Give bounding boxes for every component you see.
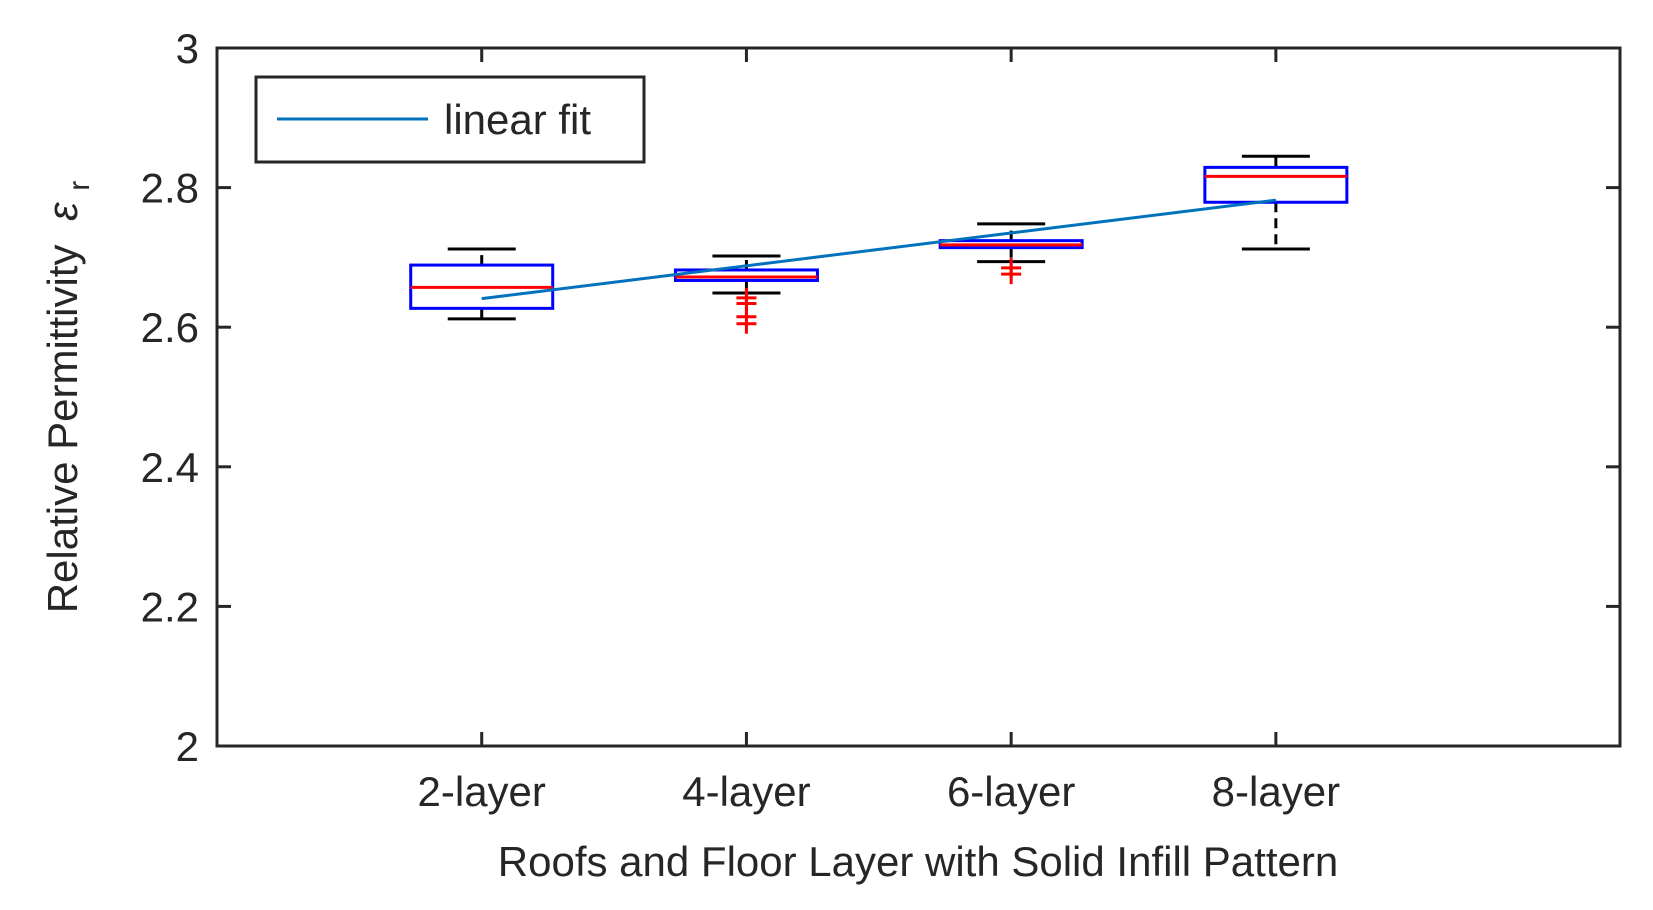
y-tick-labels: 2 2.2 2.4 2.6 2.8 3 [141,25,199,770]
x-tick-labels: 2-layer 4-layer 6-layer 8-layer [418,768,1341,815]
y-axis-label-text: Relative Permittivity [39,245,86,614]
y-tick-label: 2.4 [141,444,199,491]
y-tick-label: 2.2 [141,583,199,630]
x-tick-label: 8-layer [1212,768,1340,815]
y-tick-label: 2 [176,723,199,770]
box [1203,165,1349,204]
legend: linear fit [254,75,646,164]
x-tick-label: 4-layer [682,768,810,815]
axis-ticks [217,46,1620,748]
y-tick-label: 2.8 [141,165,199,212]
linear-fit-line [481,198,1277,301]
box-group-8-layer [1203,154,1349,251]
y-axis-label: Relative Permittivity ε r [39,181,96,614]
plot-marks [409,154,1349,334]
x-axis-label: Roofs and Floor Layer with Solid Infill … [498,838,1338,885]
y-axis-label-subscript: r [63,181,96,191]
y-tick-label: 2.6 [141,304,199,351]
axes-frame [215,46,1622,748]
y-tick-label: 3 [176,25,199,72]
box-group-6-layer [938,222,1084,285]
y-axis-label-symbol: ε [39,202,86,221]
box-group-2-layer [409,247,555,321]
x-tick-label: 2-layer [418,768,546,815]
x-tick-label: 6-layer [947,768,1075,815]
box-group-4-layer [673,254,819,334]
legend-label-linear-fit: linear fit [444,96,591,143]
